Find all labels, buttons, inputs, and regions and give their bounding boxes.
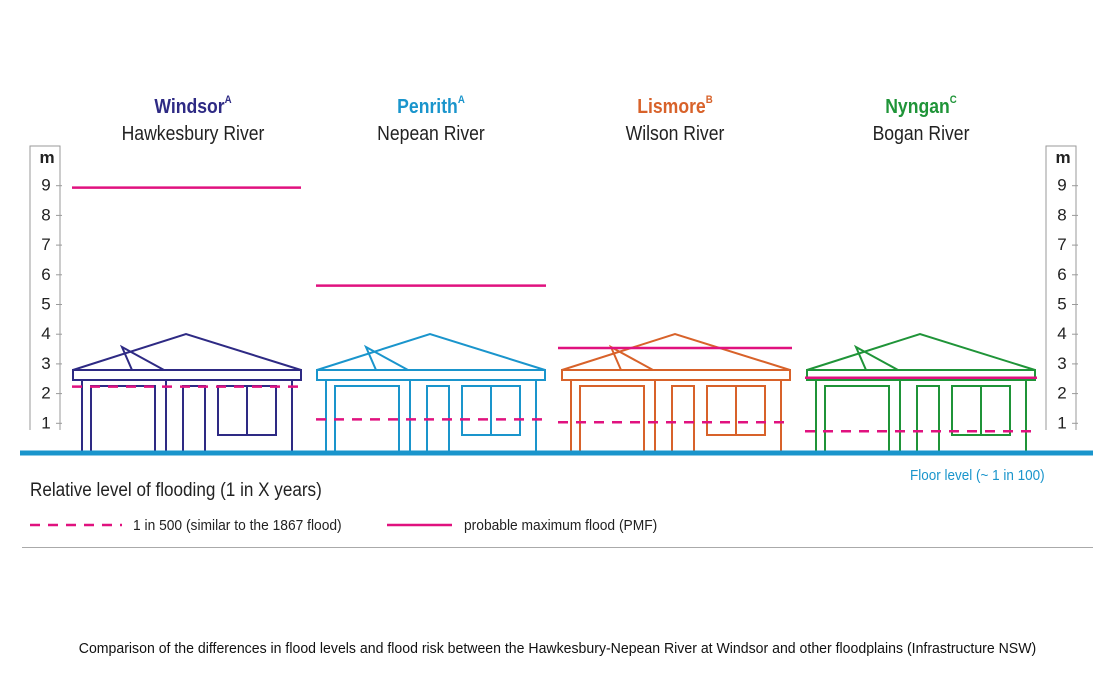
y-tick-label: 5 (1057, 295, 1066, 314)
house-eave (806, 369, 1036, 381)
house-eave (316, 369, 546, 381)
y-tick-label: 4 (41, 324, 50, 343)
y-tick-label: 4 (1057, 324, 1066, 343)
house-gable (853, 344, 899, 371)
y-tick-label: 3 (1057, 354, 1066, 373)
y-tick-label: 2 (41, 384, 50, 403)
y-tick-label: 7 (1057, 235, 1066, 254)
right-axis-unit: m (1055, 148, 1070, 167)
y-tick-label: 5 (41, 295, 50, 314)
house-roof (316, 332, 546, 371)
house-eave (72, 369, 302, 381)
legend-label-1-in-500: 1 in 500 (similar to the 1867 flood) (133, 517, 342, 534)
y-tick-label: 3 (41, 354, 50, 373)
house-gable (608, 344, 654, 371)
front-door (671, 385, 695, 452)
house-roof (72, 332, 302, 371)
house-eave (561, 369, 791, 381)
house-roof (806, 332, 1036, 371)
house-roof (561, 332, 791, 371)
house-gable (119, 344, 165, 371)
town-label-nyngan: NynganC Bogan River (801, 94, 1041, 146)
figure-caption: Comparison of the differences in flood l… (78, 640, 1037, 657)
y-tick-label: 9 (41, 176, 50, 195)
town-label-lismore: LismoreB Wilson River (555, 94, 795, 146)
river-name: Wilson River (625, 123, 725, 145)
y-tick-label: 6 (41, 265, 50, 284)
town-label-windsor: WindsorA Hawkesbury River (73, 94, 313, 146)
town-name: WindsorA (154, 94, 232, 118)
town-name: NynganC (885, 94, 957, 118)
river-name: Bogan River (872, 123, 970, 145)
river-name: Nepean River (377, 123, 485, 145)
right-axis-frame (1045, 145, 1077, 430)
y-tick-label: 1 (1057, 413, 1066, 432)
garage-door (90, 385, 156, 452)
garage-door (824, 385, 890, 452)
legend-title: Relative level of flooding (1 in X years… (30, 480, 322, 501)
y-tick-label: 8 (1057, 205, 1066, 224)
left-axis-frame (29, 145, 61, 430)
y-tick-label: 9 (1057, 176, 1066, 195)
house-gable (363, 344, 409, 371)
river-name: Hawkesbury River (121, 123, 265, 145)
town-label-penrith: PenrithA Nepean River (311, 94, 551, 146)
divider-line (22, 547, 1093, 548)
y-tick-label: 6 (1057, 265, 1066, 284)
left-axis-unit: m (39, 148, 54, 167)
y-tick-label: 8 (41, 205, 50, 224)
front-door (916, 385, 940, 452)
y-tick-label: 7 (41, 235, 50, 254)
town-name: LismoreB (637, 94, 713, 118)
y-tick-label: 1 (41, 413, 50, 432)
y-tick-label: 2 (1057, 384, 1066, 403)
garage-door (579, 385, 645, 452)
floor-level-label: Floor level (~ 1 in 100) (910, 467, 1045, 484)
legend-label-pmf: probable maximum flood (PMF) (464, 517, 658, 534)
town-name: PenrithA (397, 94, 465, 118)
front-door (182, 385, 206, 452)
